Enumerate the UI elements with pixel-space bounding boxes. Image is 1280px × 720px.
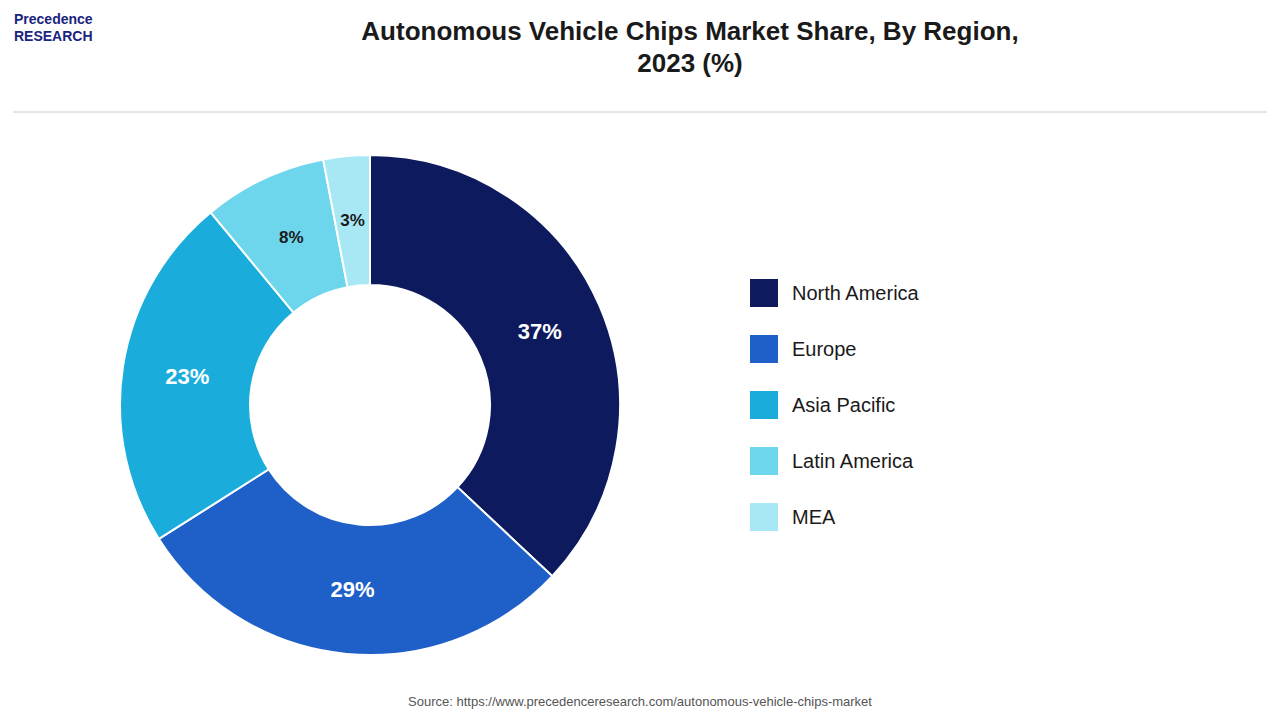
legend-label: North America [792,282,920,304]
legend-label: Latin America [792,450,914,472]
legend-swatch [750,503,778,531]
text-line: Precedence [14,11,93,27]
legend-swatch [750,335,778,363]
donut [120,155,620,655]
data-label: 8% [279,228,304,247]
legend-label: Asia Pacific [792,394,895,416]
data-labels: 37% 29% 23% 8% 3% [165,211,562,601]
separator [13,112,1267,113]
legend-item: Latin America [750,447,914,475]
text-line: Source: https://www.precedenceresearch.c… [408,694,872,709]
annotation: PrecedenceRESEARCH [14,11,93,44]
legend: North America Europe Asia Pacific Latin Ame… [750,279,920,531]
legend-swatch [750,279,778,307]
text-line: 2023 (%) [637,48,743,78]
legend-label: MEA [792,506,836,528]
legend-item: North America [750,279,920,307]
annotation: Source: https://www.precedenceresearch.c… [408,694,872,709]
data-label: 3% [340,211,365,230]
legend-item: Europe [750,335,857,363]
slice [370,155,620,576]
legend-item: MEA [750,503,836,531]
data-label: 29% [331,577,375,602]
legend-label: Europe [792,338,857,360]
data-label: 23% [165,364,209,389]
title: Autonomous Vehicle Chips Market Share, B… [361,16,1018,78]
text-line: Autonomous Vehicle Chips Market Share, B… [361,16,1018,46]
text-line: RESEARCH [14,28,93,44]
legend-swatch [750,447,778,475]
chart: PrecedenceRESEARCH Autonomous Vehicle Chi… [0,0,1280,720]
data-label: 37% [518,319,562,344]
legend-swatch [750,391,778,419]
slice [323,155,370,287]
legend-item: Asia Pacific [750,391,895,419]
